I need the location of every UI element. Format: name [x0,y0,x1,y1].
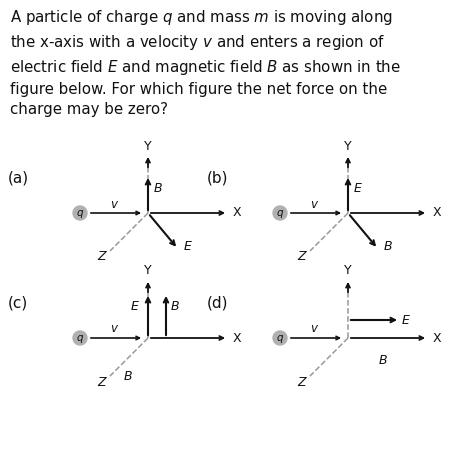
Text: v: v [110,197,118,211]
Text: X: X [233,332,241,344]
Text: Z: Z [98,375,106,389]
Text: (b): (b) [207,171,229,186]
Text: Z: Z [98,251,106,263]
Text: v: v [310,323,318,335]
Text: (a): (a) [8,171,28,186]
Text: Z: Z [298,251,306,263]
Text: E: E [402,314,410,326]
Text: A particle of charge $q$ and mass $m$ is moving along
the x-axis with a velocity: A particle of charge $q$ and mass $m$ is… [10,8,401,117]
Text: X: X [433,206,441,219]
Text: B: B [171,300,179,312]
Text: Y: Y [144,139,152,153]
Text: q: q [77,333,83,343]
Text: Y: Y [344,265,352,277]
Text: E: E [131,300,139,312]
Text: Y: Y [144,265,152,277]
Text: E: E [354,181,362,195]
Text: v: v [110,323,118,335]
Text: E: E [184,241,192,253]
Circle shape [273,206,287,220]
Text: B: B [383,241,392,253]
Text: Z: Z [298,375,306,389]
Text: (c): (c) [8,295,28,310]
Text: X: X [233,206,241,219]
Circle shape [73,206,87,220]
Text: B: B [154,181,162,195]
Text: q: q [277,208,283,218]
Text: X: X [433,332,441,344]
Text: B: B [379,354,387,366]
Text: q: q [277,333,283,343]
Text: (d): (d) [207,295,229,310]
Circle shape [273,331,287,345]
Circle shape [73,331,87,345]
Text: v: v [310,197,318,211]
Text: q: q [77,208,83,218]
Text: B: B [124,371,132,383]
Text: Y: Y [344,139,352,153]
